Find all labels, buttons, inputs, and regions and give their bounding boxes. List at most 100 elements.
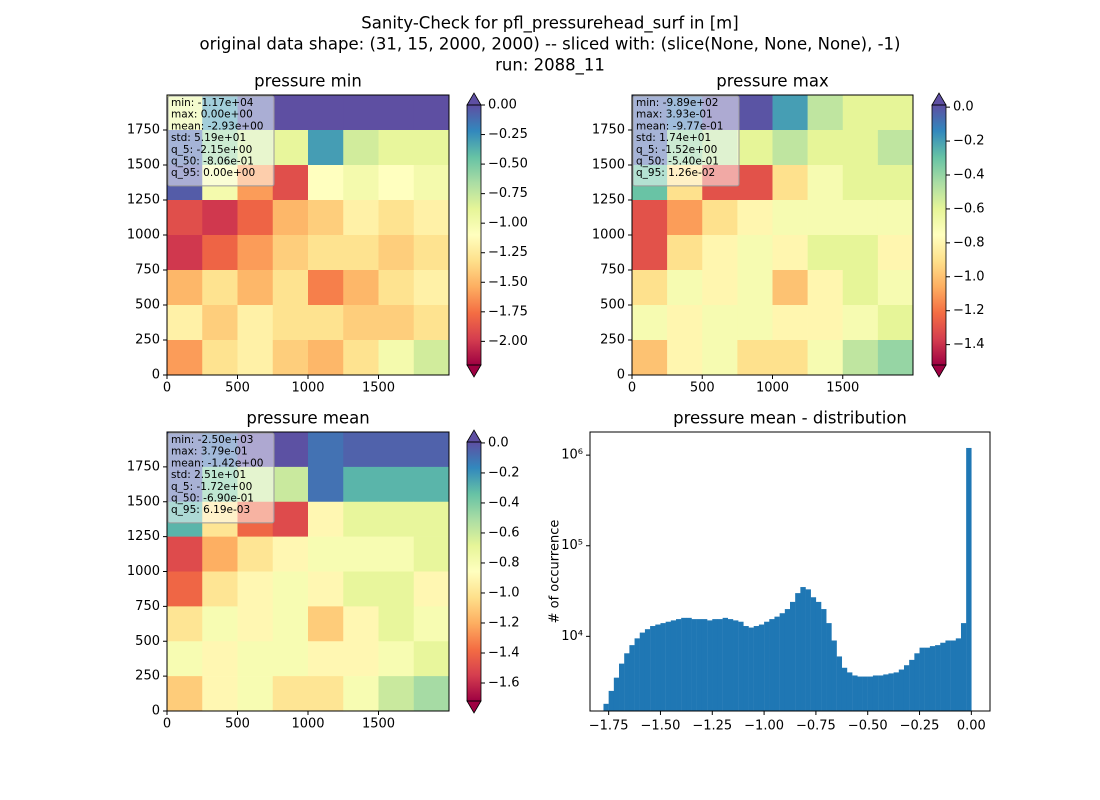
histogram-bar <box>919 647 925 711</box>
histogram-bar <box>670 620 677 711</box>
heatmap-cell <box>737 305 773 341</box>
heatmap-cell <box>807 200 844 236</box>
heatmap-cell <box>737 95 773 131</box>
heatmap-cell <box>272 676 309 712</box>
colorbar-frame <box>931 104 947 366</box>
heatmap-cell <box>272 641 309 677</box>
histogram-bar <box>722 617 729 711</box>
heatmap-cell <box>413 340 450 376</box>
histogram-bar <box>960 623 967 711</box>
heatmap-cell <box>413 432 450 468</box>
heatmap-cell <box>737 130 773 166</box>
histogram-bar <box>945 640 951 711</box>
heatmap-cell <box>413 676 450 712</box>
histogram-bar <box>738 621 744 711</box>
axes-title: pressure mean <box>246 409 369 428</box>
colorbar-tick-label: −1.4 <box>488 645 520 660</box>
histogram-bar <box>929 646 936 711</box>
y-tick-label: 0 <box>152 368 160 383</box>
heatmap-cell <box>772 235 808 271</box>
x-tick-label: 1500 <box>362 717 395 732</box>
axes-title: pressure mean - distribution <box>673 409 907 428</box>
histogram-bar <box>841 667 848 711</box>
heatmap-cell <box>167 200 203 236</box>
colorbar-extend <box>466 700 482 714</box>
y-tick-label: 250 <box>600 333 625 348</box>
y-tick-label: 1750 <box>127 123 160 138</box>
heatmap-cell <box>772 305 808 341</box>
colorbar-tick-label: −0.8 <box>953 235 985 250</box>
heatmap-cell <box>237 536 274 572</box>
colorbar <box>467 105 481 365</box>
heatmap-cell <box>272 606 309 642</box>
heatmap-cell <box>343 571 379 607</box>
heatmap-cell <box>413 165 450 201</box>
histogram-bar <box>676 619 682 711</box>
heatmap-cell <box>413 95 450 131</box>
colorbar-tick-label: −0.8 <box>488 555 520 570</box>
y-tick-label: 1500 <box>592 158 625 173</box>
colorbar-tick-label: −1.75 <box>488 304 528 319</box>
heatmap-cell <box>877 95 914 131</box>
heatmap-cell <box>807 165 844 201</box>
heatmap-cell <box>807 305 844 341</box>
colorbar-tick-label: −0.4 <box>953 167 985 182</box>
heatmap-cell <box>702 200 738 236</box>
heatmap-cell <box>877 235 914 271</box>
y-tick-label: 1000 <box>127 228 160 243</box>
heatmap-cell <box>237 676 274 712</box>
y-tick-label: 1750 <box>592 123 625 138</box>
histogram-bar <box>707 620 713 711</box>
colorbar-tick-label: −0.75 <box>488 186 528 201</box>
heatmap-cell <box>202 571 238 607</box>
axes-title: pressure max <box>716 72 829 91</box>
histogram-bar <box>665 621 672 711</box>
histogram-bar <box>836 656 843 711</box>
axes-title: pressure min <box>254 72 362 91</box>
colorbar <box>467 442 481 701</box>
y-tick-label: 0 <box>617 368 625 383</box>
histogram-bar <box>758 624 765 711</box>
heatmap-cell <box>237 305 274 341</box>
heatmap-cell <box>842 165 879 201</box>
colorbar-tick-label: 0.0 <box>488 435 509 450</box>
heatmap-cell <box>167 270 203 306</box>
heatmap-cell <box>308 200 344 236</box>
histogram-bar <box>857 676 863 711</box>
histogram-bar <box>924 647 931 711</box>
y-tick-label: 1250 <box>127 529 160 544</box>
heatmap-cell <box>667 305 703 341</box>
stats-line: q_5: -1.72e+00 <box>171 481 252 493</box>
heatmap-cell <box>842 95 879 131</box>
x-tick-label: 0 <box>163 381 171 396</box>
histogram-bar <box>717 619 723 711</box>
histogram-bar <box>624 653 630 711</box>
x-tick-label: 1000 <box>756 381 789 396</box>
histogram-bar <box>701 619 708 711</box>
heatmap-cell <box>807 130 844 166</box>
heatmap-cell <box>272 305 309 341</box>
heatmap-cell <box>343 676 379 712</box>
x-tick-label: −0.75 <box>796 719 836 734</box>
histogram-bar <box>867 676 874 711</box>
histogram-bar <box>883 674 889 711</box>
stats-line: min: -9.89e+02 <box>636 97 718 109</box>
x-tick-label: 500 <box>690 381 715 396</box>
heatmap-cell <box>378 235 415 271</box>
heatmap-cell <box>202 235 238 271</box>
stats-line: q_50: -6.90e-01 <box>171 493 254 505</box>
heatmap-cell <box>343 641 379 677</box>
y-tick-label: 250 <box>135 333 160 348</box>
heatmap-cell <box>202 606 238 642</box>
x-tick-label: −1.00 <box>744 719 784 734</box>
stats-line: min: -2.50e+03 <box>171 434 253 446</box>
heatmap-cell <box>343 95 379 131</box>
x-tick-label: −1.50 <box>641 719 681 734</box>
y-tick-label: 10⁵ <box>561 538 583 553</box>
colorbar-tick-label: −2.00 <box>488 334 528 349</box>
heatmap-cell <box>272 95 309 131</box>
histogram-bar <box>893 672 900 711</box>
x-tick-label: 1000 <box>291 381 324 396</box>
heatmap-cell <box>378 676 415 712</box>
heatmap-cell <box>632 235 668 271</box>
